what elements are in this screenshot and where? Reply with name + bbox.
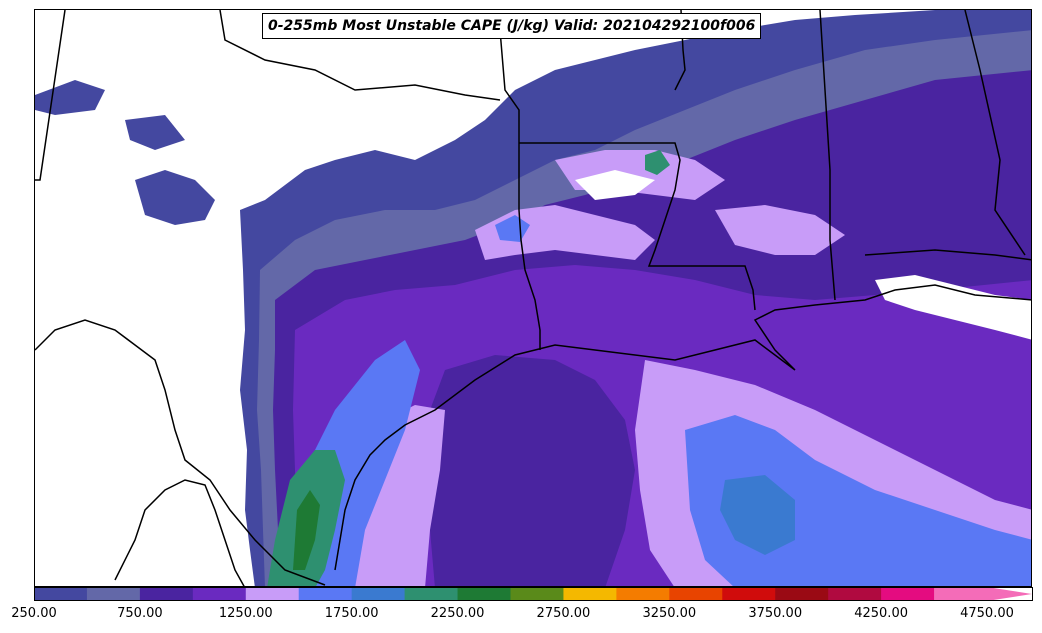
border-ga-sc xyxy=(964,10,1026,256)
colorbar-tick-label: 3750.00 xyxy=(748,606,803,621)
no-data-gap-1 xyxy=(575,170,655,200)
colorbar-cell xyxy=(404,587,459,601)
colorbar-cell xyxy=(351,587,406,601)
colorbar-cell xyxy=(775,587,829,601)
border-tx-mx xyxy=(35,319,326,586)
cape-patch-nw xyxy=(35,80,105,115)
cape-fill-layer xyxy=(35,10,1031,586)
cape-region-1750-east xyxy=(720,475,795,555)
colorbar-cell xyxy=(828,587,882,601)
colorbar-cell xyxy=(457,587,511,601)
colorbar-cells xyxy=(34,587,988,601)
cape-region-2250-tx xyxy=(293,490,320,570)
coastline-gulf xyxy=(334,284,1031,571)
cape-map xyxy=(35,10,1031,586)
map-panel xyxy=(34,9,1032,587)
cape-gulf-core xyxy=(425,355,635,586)
boundaries-layer xyxy=(35,10,1031,586)
colorbar-cell xyxy=(298,587,353,601)
colorbar-outline xyxy=(34,587,1033,601)
colorbar-cell xyxy=(245,587,300,601)
colorbar-tick-label: 4250.00 xyxy=(854,606,908,621)
colorbar-cell xyxy=(881,587,935,601)
colorbar-extend-arrow xyxy=(987,587,1032,601)
colorbar-tick-label: 2750.00 xyxy=(536,606,591,621)
colorbar xyxy=(34,587,1033,601)
map-title: 0-255mb Most Unstable CAPE (J/kg) Valid:… xyxy=(262,13,762,39)
border-nm-tx xyxy=(35,10,66,181)
colorbar-tick-label: 4750.00 xyxy=(960,606,1014,621)
cape-patch-n xyxy=(125,115,185,150)
colorbar-tick-label: 3250.00 xyxy=(642,606,697,621)
colorbar-tick-label: 750.00 xyxy=(117,606,163,621)
colorbar-cell xyxy=(139,587,194,601)
border-ok-tx xyxy=(219,10,501,101)
no-data-gap-2 xyxy=(875,275,1031,340)
border-ok-ar xyxy=(499,29,520,210)
border-la-ms xyxy=(519,142,756,311)
cape-patch-west xyxy=(135,170,215,225)
colorbar-tick-label: 250.00 xyxy=(11,606,57,621)
colorbar-cell xyxy=(192,587,247,601)
border-al-ga xyxy=(819,10,836,301)
border-ga-fl xyxy=(864,249,1031,261)
cape-streak-al xyxy=(715,205,845,255)
colorbar-cell xyxy=(86,587,141,601)
colorbar-tick-label: 1750.00 xyxy=(324,606,379,621)
colorbar-cell xyxy=(722,587,776,601)
colorbar-cell xyxy=(563,587,617,601)
cape-blob-ms xyxy=(645,150,670,175)
colorbar-tick-label: 1250.00 xyxy=(218,606,273,621)
border-mx-interior xyxy=(114,479,245,586)
colorbar-cell xyxy=(616,587,670,601)
colorbar-tick-label: 2250.00 xyxy=(430,606,485,621)
colorbar-cell xyxy=(934,587,988,601)
colorbar-cell xyxy=(669,587,723,601)
border-tx-la xyxy=(518,209,541,350)
colorbar-cell xyxy=(510,587,564,601)
colorbar-cell xyxy=(34,587,88,601)
